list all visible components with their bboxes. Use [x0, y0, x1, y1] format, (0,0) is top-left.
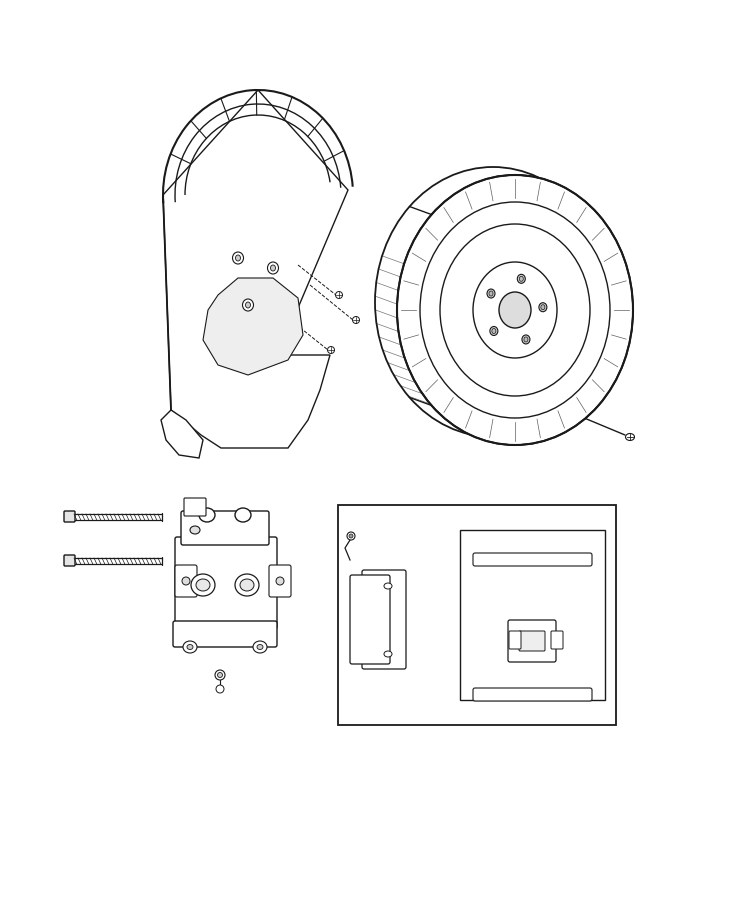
- Ellipse shape: [328, 346, 334, 354]
- FancyBboxPatch shape: [175, 537, 277, 629]
- Ellipse shape: [349, 534, 353, 538]
- Ellipse shape: [420, 202, 610, 418]
- FancyBboxPatch shape: [181, 511, 269, 545]
- Ellipse shape: [245, 302, 250, 308]
- Ellipse shape: [216, 685, 224, 693]
- FancyBboxPatch shape: [64, 555, 75, 566]
- Ellipse shape: [257, 644, 263, 650]
- Bar: [460, 530, 605, 700]
- FancyBboxPatch shape: [551, 631, 563, 649]
- Ellipse shape: [183, 641, 197, 653]
- FancyBboxPatch shape: [509, 631, 521, 649]
- FancyBboxPatch shape: [519, 631, 545, 651]
- Ellipse shape: [182, 577, 190, 585]
- FancyBboxPatch shape: [362, 570, 406, 669]
- Ellipse shape: [235, 508, 251, 522]
- Ellipse shape: [487, 289, 495, 298]
- Ellipse shape: [270, 265, 276, 271]
- Ellipse shape: [199, 508, 215, 522]
- Ellipse shape: [242, 299, 253, 311]
- Ellipse shape: [375, 167, 611, 437]
- Ellipse shape: [336, 292, 342, 299]
- Ellipse shape: [492, 328, 496, 334]
- Ellipse shape: [240, 579, 254, 591]
- Ellipse shape: [519, 276, 523, 282]
- FancyBboxPatch shape: [175, 565, 197, 597]
- Ellipse shape: [353, 317, 359, 323]
- Ellipse shape: [187, 644, 193, 650]
- FancyBboxPatch shape: [269, 565, 291, 597]
- Ellipse shape: [215, 670, 225, 680]
- FancyBboxPatch shape: [184, 498, 206, 516]
- Ellipse shape: [625, 434, 634, 440]
- Ellipse shape: [190, 526, 200, 534]
- Ellipse shape: [524, 337, 528, 342]
- Ellipse shape: [539, 302, 547, 311]
- Ellipse shape: [253, 641, 267, 653]
- Ellipse shape: [499, 292, 531, 328]
- Ellipse shape: [233, 252, 244, 264]
- Ellipse shape: [473, 262, 557, 358]
- Polygon shape: [163, 90, 348, 448]
- Ellipse shape: [384, 583, 392, 589]
- FancyBboxPatch shape: [173, 621, 277, 647]
- Ellipse shape: [522, 335, 530, 344]
- FancyBboxPatch shape: [473, 688, 592, 701]
- Ellipse shape: [196, 579, 210, 591]
- Ellipse shape: [347, 532, 355, 540]
- Ellipse shape: [276, 577, 284, 585]
- Polygon shape: [203, 278, 303, 375]
- Ellipse shape: [218, 672, 222, 678]
- FancyBboxPatch shape: [350, 575, 390, 664]
- Ellipse shape: [235, 574, 259, 596]
- Ellipse shape: [384, 651, 392, 657]
- Ellipse shape: [490, 327, 498, 336]
- Bar: [338, 505, 616, 725]
- Ellipse shape: [517, 274, 525, 284]
- Ellipse shape: [191, 574, 215, 596]
- FancyBboxPatch shape: [473, 553, 592, 566]
- Ellipse shape: [236, 255, 241, 261]
- Ellipse shape: [268, 262, 279, 274]
- Ellipse shape: [489, 291, 493, 296]
- Ellipse shape: [440, 224, 590, 396]
- FancyBboxPatch shape: [64, 511, 75, 522]
- Ellipse shape: [397, 175, 633, 445]
- Ellipse shape: [541, 305, 545, 310]
- Polygon shape: [161, 410, 203, 458]
- FancyBboxPatch shape: [508, 620, 556, 662]
